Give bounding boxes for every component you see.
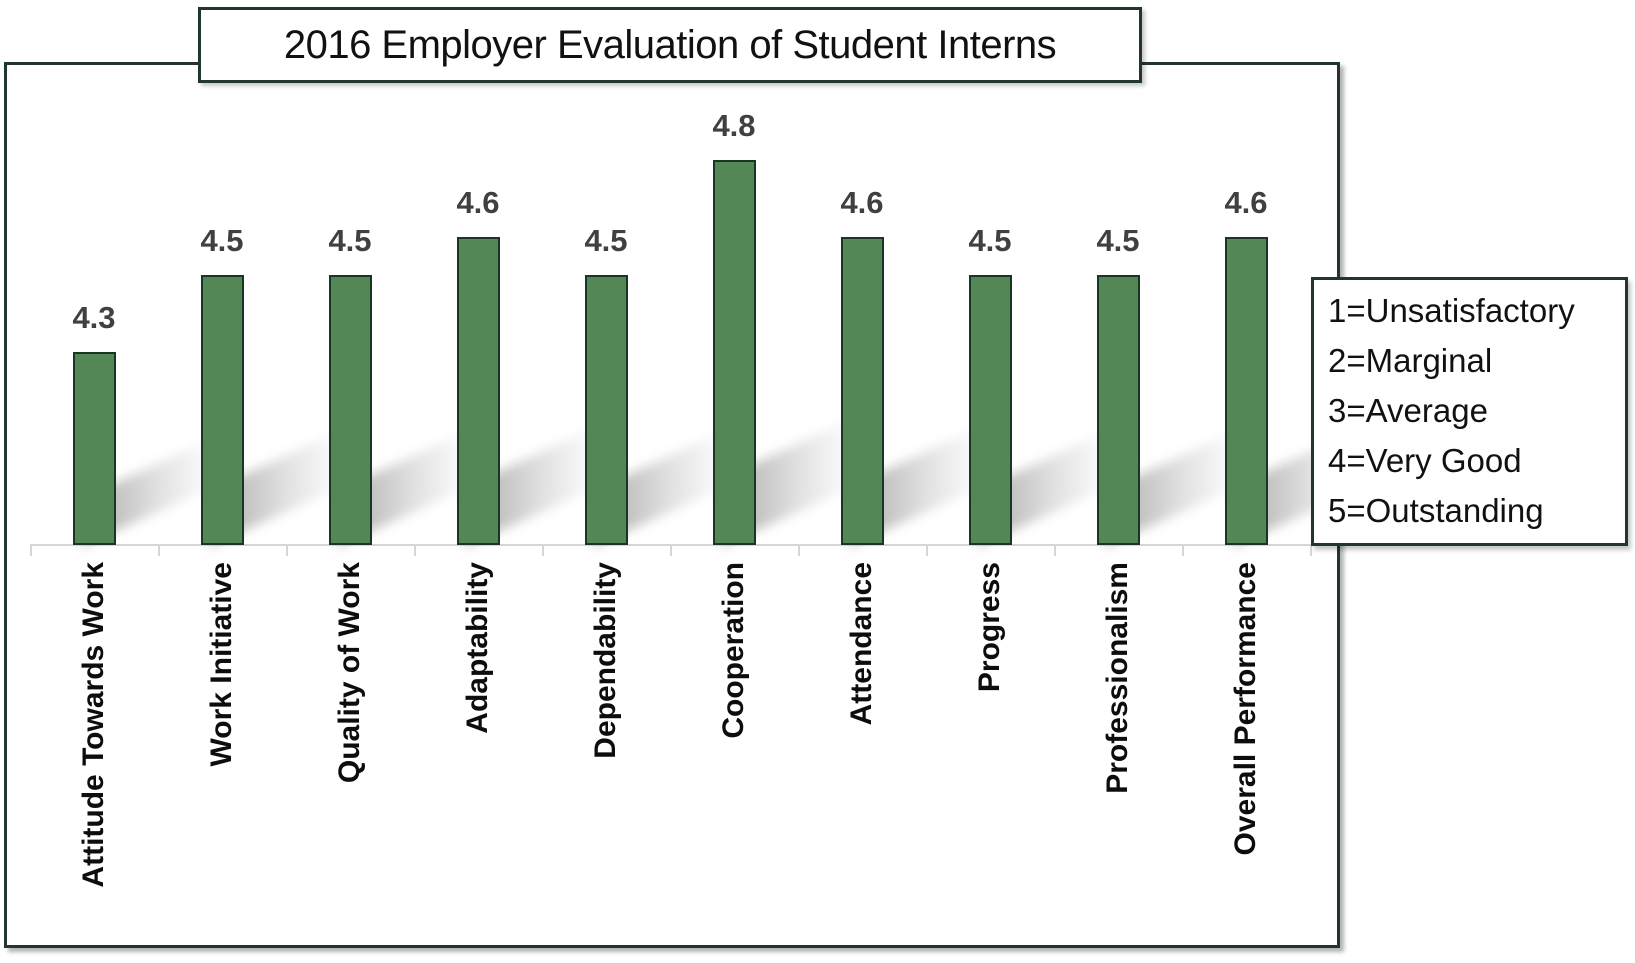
bar bbox=[201, 275, 244, 545]
bar bbox=[585, 275, 628, 545]
category-label: Attitude Towards Work bbox=[77, 562, 110, 888]
bar-value-label: 4.8 bbox=[712, 108, 756, 143]
bar-value-label: 4.5 bbox=[328, 223, 372, 258]
x-axis-tick bbox=[798, 544, 800, 556]
x-axis-tick bbox=[542, 544, 544, 556]
category-label: Professionalism bbox=[1101, 562, 1134, 794]
x-axis-tick bbox=[30, 544, 32, 556]
x-axis-tick bbox=[158, 544, 160, 556]
category-label: Attendance bbox=[845, 562, 878, 726]
category-label: Dependability bbox=[589, 562, 622, 759]
x-axis-tick bbox=[670, 544, 672, 556]
bar bbox=[713, 160, 756, 545]
bar bbox=[841, 237, 884, 545]
rating-scale-legend: 1=Unsatisfactory 2=Marginal 3=Average 4=Ver… bbox=[1311, 277, 1628, 546]
bar-value-label: 4.3 bbox=[72, 300, 116, 335]
category-label: Quality of Work bbox=[333, 562, 366, 784]
bar bbox=[329, 275, 372, 545]
legend-line: 5=Outstanding bbox=[1328, 492, 1544, 529]
legend-line: 1=Unsatisfactory bbox=[1328, 292, 1575, 329]
x-axis-tick bbox=[1182, 544, 1184, 556]
x-axis-tick bbox=[286, 544, 288, 556]
bar-value-label: 4.6 bbox=[1224, 185, 1268, 220]
bar-value-label: 4.5 bbox=[200, 223, 244, 258]
x-axis-tick bbox=[1054, 544, 1056, 556]
category-label: Cooperation bbox=[717, 562, 750, 739]
legend-line: 3=Average bbox=[1328, 392, 1488, 429]
category-label: Progress bbox=[973, 562, 1006, 693]
bar bbox=[969, 275, 1012, 545]
bar-value-label: 4.5 bbox=[968, 223, 1012, 258]
bar-value-label: 4.6 bbox=[456, 185, 500, 220]
bar-value-label: 4.6 bbox=[840, 185, 884, 220]
chart-title: 2016 Employer Evaluation of Student Inte… bbox=[283, 22, 1057, 67]
x-axis-tick bbox=[926, 544, 928, 556]
x-axis-tick bbox=[414, 544, 416, 556]
legend-line: 4=Very Good bbox=[1328, 442, 1522, 479]
bar bbox=[1225, 237, 1268, 545]
chart-title-box: 2016 Employer Evaluation of Student Inte… bbox=[198, 7, 1142, 83]
bar-value-label: 4.5 bbox=[584, 223, 628, 258]
bar bbox=[457, 237, 500, 545]
category-label: Work Initiative bbox=[205, 562, 238, 767]
bar-value-label: 4.5 bbox=[1096, 223, 1140, 258]
x-axis-tick bbox=[1310, 544, 1312, 556]
legend-line: 2=Marginal bbox=[1328, 342, 1493, 379]
bar bbox=[1097, 275, 1140, 545]
bar bbox=[73, 352, 116, 545]
category-label: Overall Performance bbox=[1229, 562, 1262, 856]
category-label: Adaptability bbox=[461, 562, 494, 734]
